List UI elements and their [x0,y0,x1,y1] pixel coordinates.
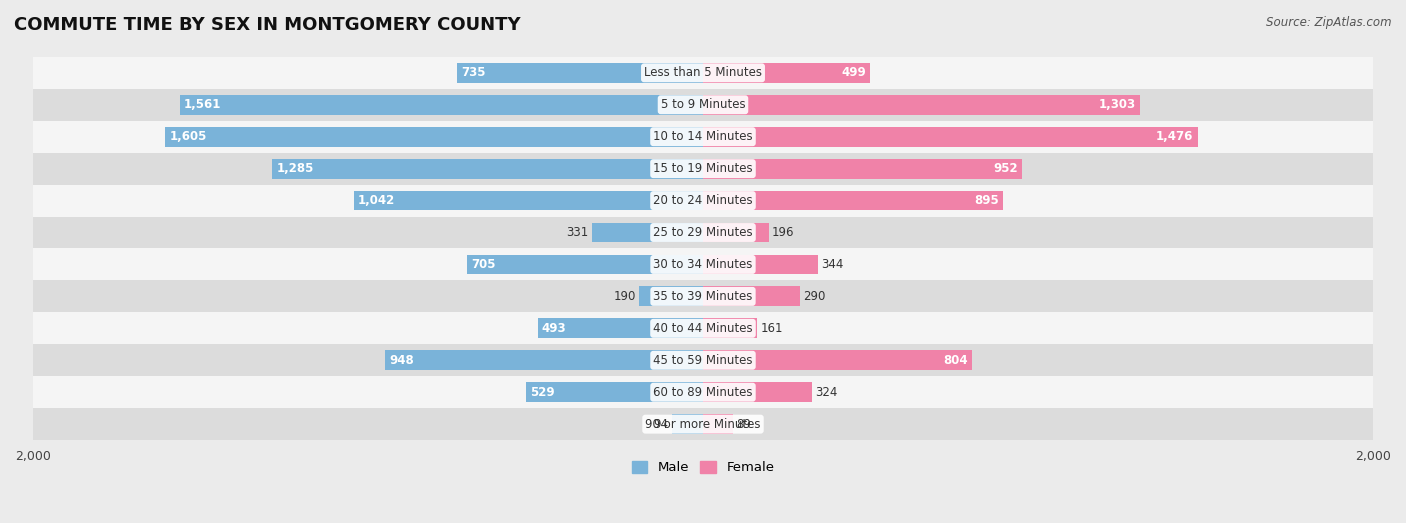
Bar [672,414,703,434]
Bar [526,382,703,402]
Text: COMMUTE TIME BY SEX IN MONTGOMERY COUNTY: COMMUTE TIME BY SEX IN MONTGOMERY COUNTY [14,16,520,33]
Text: 324: 324 [815,385,838,399]
Text: 190: 190 [613,290,636,303]
Bar [640,287,703,306]
Text: 10 to 14 Minutes: 10 to 14 Minutes [654,130,752,143]
Bar [354,191,703,210]
Bar [273,158,703,178]
Text: 705: 705 [471,258,495,271]
Text: Less than 5 Minutes: Less than 5 Minutes [644,66,762,79]
Text: 60 to 89 Minutes: 60 to 89 Minutes [654,385,752,399]
Bar [592,223,703,243]
Text: 1,285: 1,285 [277,162,314,175]
Bar [32,280,1374,312]
Text: 161: 161 [761,322,783,335]
Text: 499: 499 [841,66,866,79]
Bar [32,312,1374,344]
Text: 895: 895 [974,194,998,207]
Bar [703,414,733,434]
Text: 30 to 34 Minutes: 30 to 34 Minutes [654,258,752,271]
Bar [703,191,1002,210]
Bar [467,255,703,275]
Text: 20 to 24 Minutes: 20 to 24 Minutes [654,194,752,207]
Text: 804: 804 [943,354,969,367]
Bar [703,95,1139,115]
Bar [32,185,1374,217]
Text: 40 to 44 Minutes: 40 to 44 Minutes [654,322,752,335]
Text: 94: 94 [654,418,668,430]
Bar [703,223,769,243]
Bar [457,63,703,83]
Text: 90 or more Minutes: 90 or more Minutes [645,418,761,430]
Bar [385,350,703,370]
Text: 5 to 9 Minutes: 5 to 9 Minutes [661,98,745,111]
Text: 331: 331 [567,226,589,239]
Bar [703,350,973,370]
Text: 35 to 39 Minutes: 35 to 39 Minutes [654,290,752,303]
Bar [703,63,870,83]
Text: 948: 948 [389,354,415,367]
Text: 196: 196 [772,226,794,239]
Bar [180,95,703,115]
Text: 45 to 59 Minutes: 45 to 59 Minutes [654,354,752,367]
Bar [32,376,1374,408]
Bar [538,319,703,338]
Bar [166,127,703,146]
Bar [703,382,811,402]
Text: 344: 344 [821,258,844,271]
Text: 1,042: 1,042 [359,194,395,207]
Text: 1,476: 1,476 [1156,130,1194,143]
Bar [32,217,1374,248]
Text: 1,605: 1,605 [169,130,207,143]
Bar [703,255,818,275]
Bar [32,408,1374,440]
Text: 735: 735 [461,66,485,79]
Text: Source: ZipAtlas.com: Source: ZipAtlas.com [1267,16,1392,29]
Text: 1,303: 1,303 [1098,98,1136,111]
Text: 493: 493 [541,322,567,335]
Text: 89: 89 [737,418,751,430]
Text: 952: 952 [993,162,1018,175]
Bar [703,319,756,338]
Bar [32,153,1374,185]
Bar [32,344,1374,376]
Bar [703,158,1022,178]
Text: 15 to 19 Minutes: 15 to 19 Minutes [654,162,752,175]
Text: 290: 290 [803,290,825,303]
Bar [32,89,1374,121]
Bar [703,127,1198,146]
Bar [32,121,1374,153]
Legend: Male, Female: Male, Female [626,456,780,480]
Text: 529: 529 [530,385,554,399]
Bar [32,57,1374,89]
Text: 1,561: 1,561 [184,98,221,111]
Bar [32,248,1374,280]
Text: 25 to 29 Minutes: 25 to 29 Minutes [654,226,752,239]
Bar [703,287,800,306]
